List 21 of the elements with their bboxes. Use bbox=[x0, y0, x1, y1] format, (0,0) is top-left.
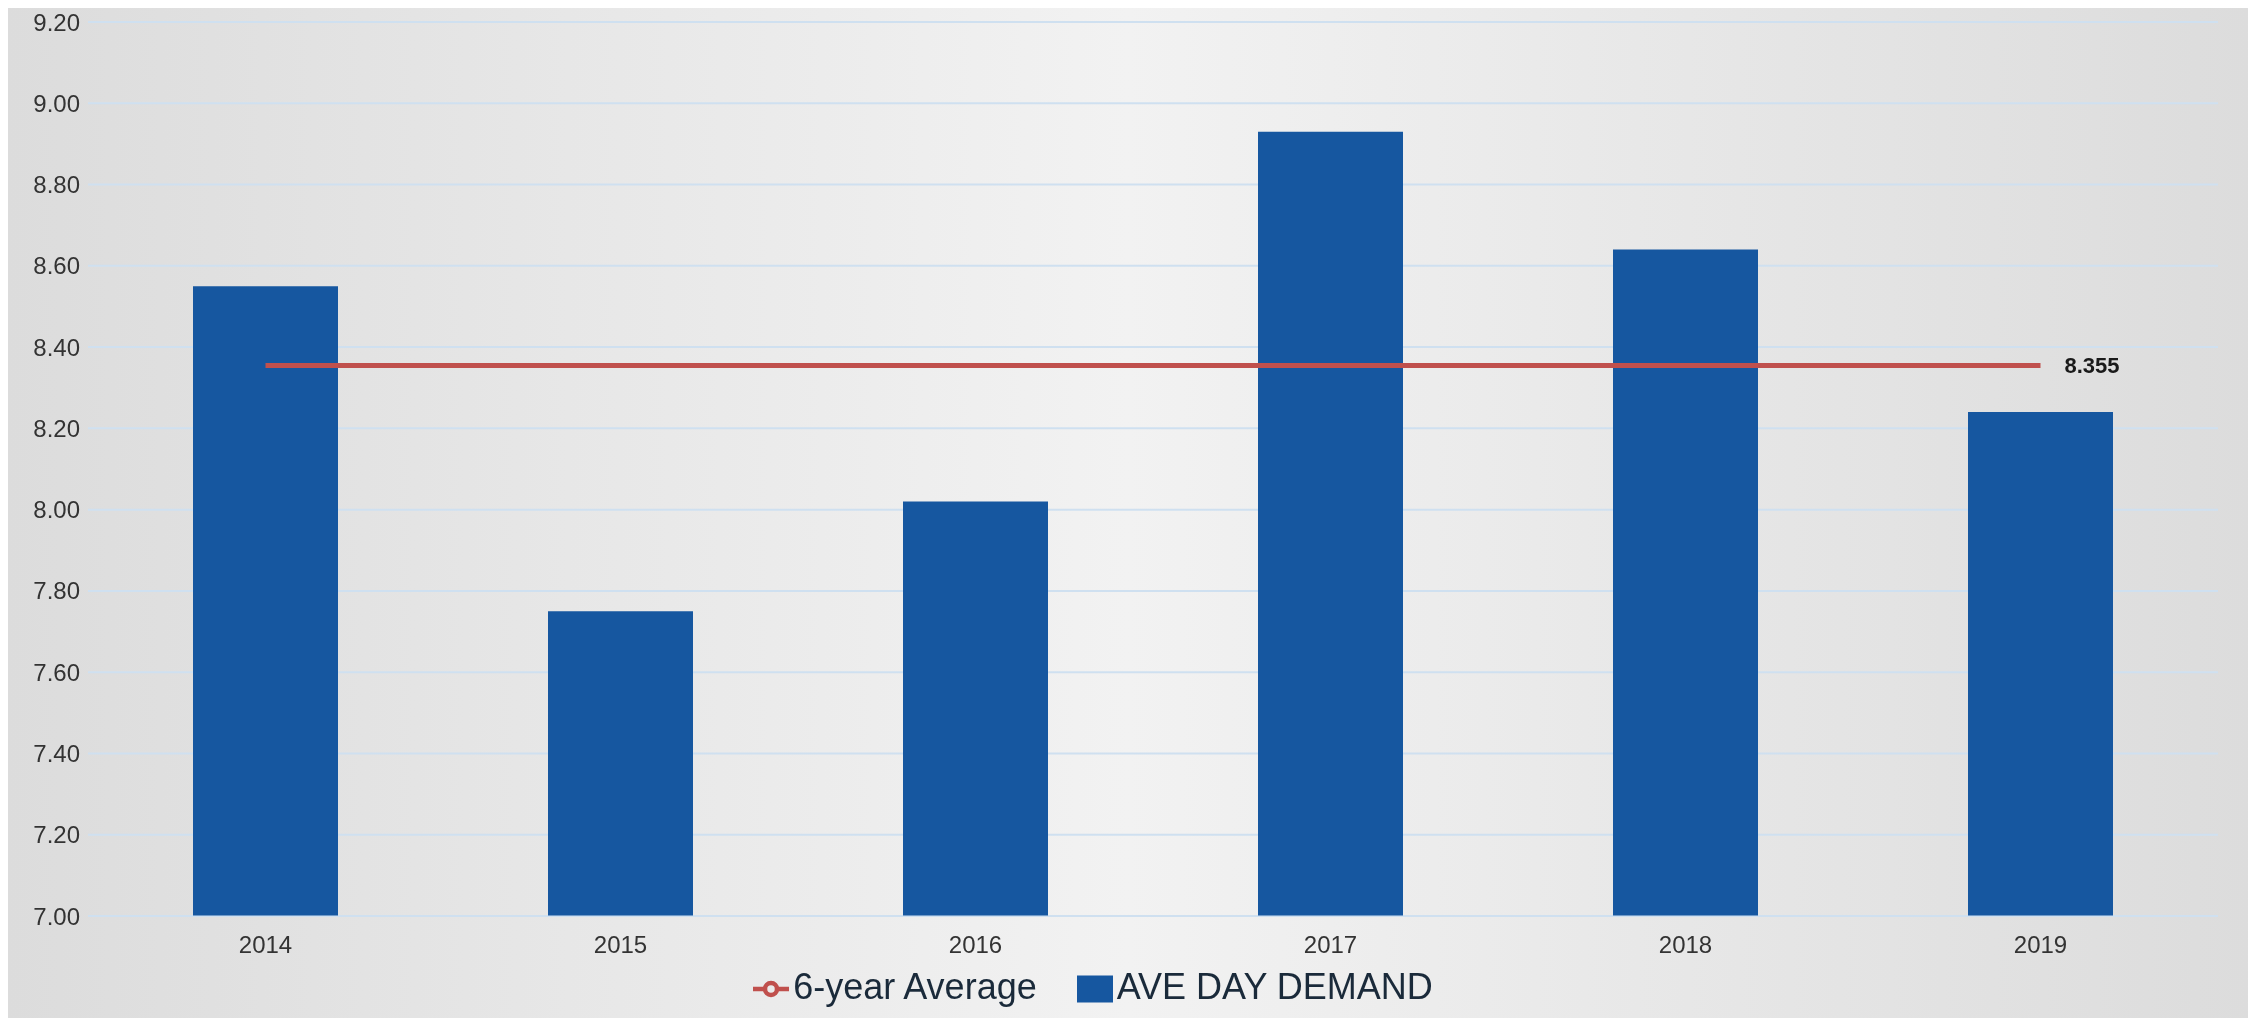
y-tick-label: 9.00 bbox=[33, 89, 80, 117]
y-tick-label: 7.00 bbox=[33, 902, 80, 930]
y-tick-label: 7.60 bbox=[33, 658, 80, 686]
x-tick-label: 2019 bbox=[2013, 931, 2068, 959]
y-tick-label: 8.60 bbox=[33, 252, 80, 280]
y-tick-label: 8.80 bbox=[33, 171, 80, 199]
x-tick-label: 2015 bbox=[593, 931, 648, 959]
y-tick-label: 8.00 bbox=[33, 496, 80, 524]
y-tick-label: 7.20 bbox=[33, 821, 80, 849]
legend-label: 6-year Average bbox=[793, 966, 1037, 1007]
y-tick-label: 8.20 bbox=[33, 414, 80, 442]
y-tick-label: 9.20 bbox=[33, 8, 80, 36]
x-tick-label: 2018 bbox=[1658, 931, 1713, 959]
x-tick-label: 2016 bbox=[948, 931, 1003, 959]
y-tick-label: 8.40 bbox=[33, 333, 80, 361]
y-tick-label: 7.40 bbox=[33, 739, 80, 767]
x-tick-label: 2017 bbox=[1303, 931, 1358, 959]
y-tick-label: 7.80 bbox=[33, 577, 80, 605]
x-tick-label: 2014 bbox=[238, 931, 293, 959]
legend-label: AVE DAY DEMAND bbox=[1116, 966, 1433, 1007]
data-label: 8.355 bbox=[2064, 353, 2120, 379]
